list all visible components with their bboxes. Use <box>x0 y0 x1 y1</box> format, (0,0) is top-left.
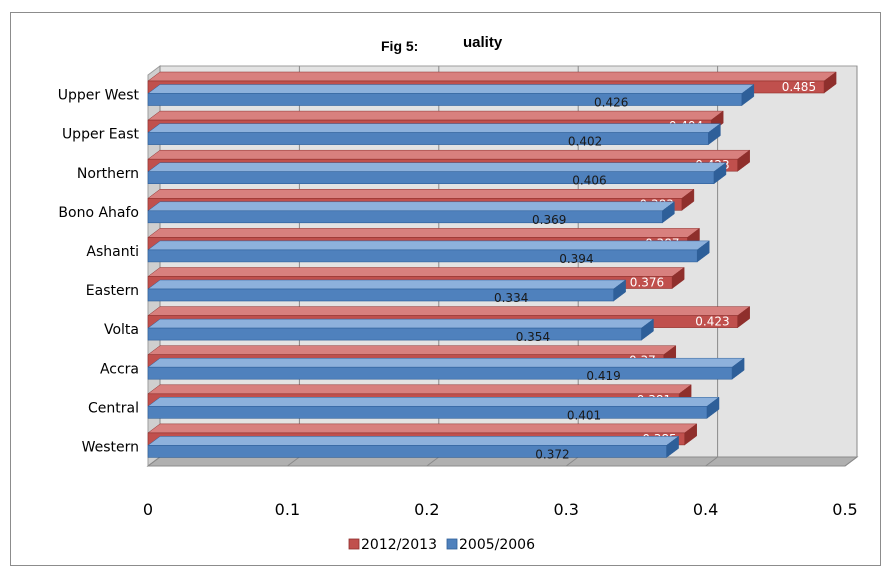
data-label: 0.401 <box>567 408 601 422</box>
data-label: 0.334 <box>494 291 528 305</box>
chart-title-prefix: Fig 5: <box>381 38 418 54</box>
bar <box>147 210 663 224</box>
category-label: Accra <box>100 361 139 377</box>
bar-top <box>147 357 745 368</box>
category-label: Upper East <box>62 127 140 143</box>
bar <box>147 445 667 458</box>
bar <box>147 93 743 106</box>
bar <box>147 366 733 380</box>
bar-top <box>147 201 676 212</box>
gridline-floor <box>287 456 300 467</box>
bar-top <box>147 228 701 238</box>
category-label: Bono Ahafo <box>58 205 139 221</box>
bar-top <box>147 345 677 355</box>
x-tick-label: 0.1 <box>275 500 300 519</box>
gridline-floor <box>426 456 440 467</box>
data-label: 0.419 <box>586 369 620 383</box>
x-tick-label: 0.3 <box>553 500 578 519</box>
bar-top <box>147 267 685 277</box>
bar-top <box>147 71 837 82</box>
bar <box>147 249 698 263</box>
chart-floor <box>146 456 859 467</box>
data-label: 0.376 <box>630 276 664 290</box>
gridline-floor <box>844 456 858 467</box>
x-tick-label: 0 <box>143 500 153 519</box>
data-label: 0.406 <box>572 174 606 188</box>
bar-top <box>147 189 695 199</box>
category-label: Western <box>82 439 139 455</box>
legend-label: 2012/2013 <box>361 537 437 553</box>
x-tick-label: 0.4 <box>693 500 718 519</box>
bar-top <box>147 123 722 133</box>
x-tick-label: 0.5 <box>832 500 857 519</box>
bar-top <box>147 240 710 251</box>
bar-top <box>147 279 627 290</box>
legend-swatch <box>348 538 360 550</box>
data-label: 0.394 <box>559 252 593 266</box>
bar <box>147 405 708 419</box>
category-label: Eastern <box>86 283 139 299</box>
data-label: 0.426 <box>594 96 628 110</box>
category-label: Volta <box>104 322 139 338</box>
data-label: 0.402 <box>568 135 602 149</box>
data-label: 0.485 <box>782 80 816 94</box>
bar-top <box>147 384 692 395</box>
category-label: Central <box>88 400 139 416</box>
chart-svg: Fig 5: uality 0 0.1 0.2 0.3 0.4 0.5 Upper West… <box>58 34 859 553</box>
bar-top <box>147 318 655 329</box>
x-tick-label: 0.2 <box>414 500 439 519</box>
legend-label: 2005/2006 <box>459 537 535 553</box>
bar <box>147 288 614 302</box>
gridline-floor <box>705 456 718 467</box>
bar-top <box>147 397 720 407</box>
chart-frame: Fig 5: uality 0 0.1 0.2 0.3 0.4 0.5 Upper West… <box>10 12 881 566</box>
gridline-floor <box>565 456 579 467</box>
data-label: 0.372 <box>535 447 569 461</box>
bar <box>147 327 642 341</box>
bar-top <box>147 436 680 446</box>
data-label: 0.354 <box>516 330 550 344</box>
chart-title-rest: uality <box>463 34 503 51</box>
bar-top <box>147 84 755 94</box>
bar-top <box>147 162 727 172</box>
plot-area: 0 0.1 0.2 0.3 0.4 0.5 Upper West 0.485 0.426 Uppe… <box>58 65 859 519</box>
bar-top <box>147 423 698 434</box>
category-label: Upper West <box>58 88 140 104</box>
bar <box>147 171 715 184</box>
category-label: Northern <box>77 166 139 182</box>
bar-top <box>147 306 751 316</box>
legend-swatch <box>446 538 458 550</box>
data-label: 0.423 <box>695 315 729 329</box>
bar <box>147 132 709 145</box>
legend: 2012/2013 2005/2006 <box>348 537 535 553</box>
bar-top <box>147 149 751 160</box>
bar-top <box>147 110 724 121</box>
data-label: 0.369 <box>532 213 566 227</box>
category-label: Ashanti <box>86 244 139 260</box>
gridline-floor <box>147 456 161 467</box>
